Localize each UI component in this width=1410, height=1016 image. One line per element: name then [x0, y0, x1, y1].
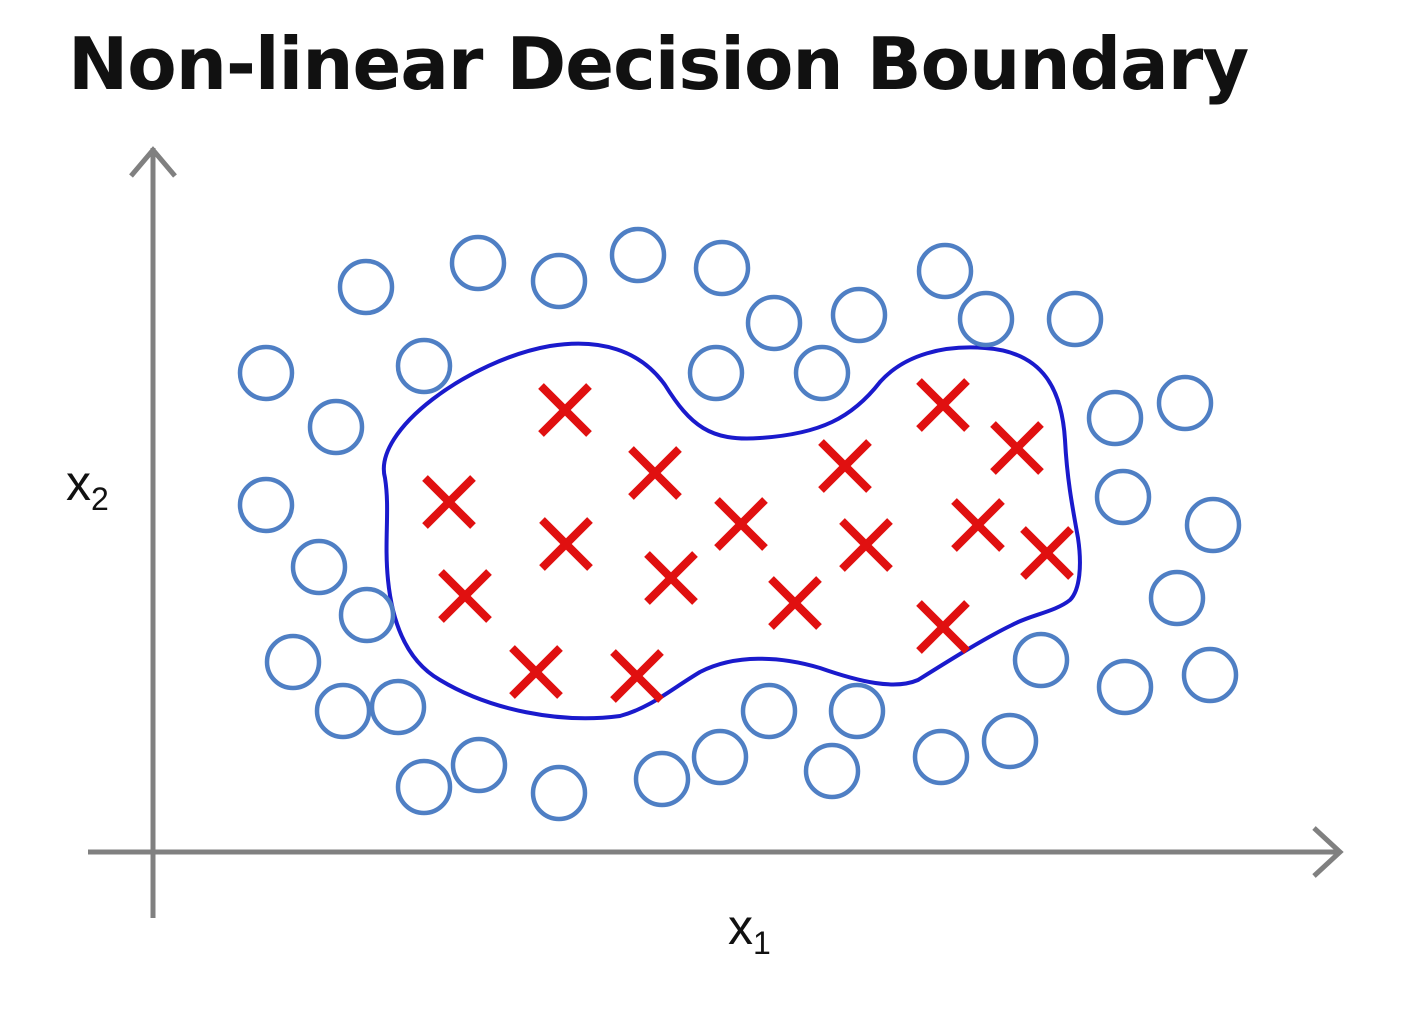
negative-marker-circle: [530, 252, 588, 310]
negative-marker-circle: [1096, 658, 1154, 716]
negative-marker-circle: [957, 290, 1015, 348]
x-axis-arrowhead: [1312, 826, 1344, 878]
decision-boundary-curve: [381, 341, 1082, 721]
positive-marker-cross: [916, 600, 970, 654]
negative-marker-circle: [369, 678, 427, 736]
y-axis-label: x2: [66, 455, 109, 517]
negative-marker-circle: [237, 476, 295, 534]
negative-marker-circle: [530, 764, 588, 822]
positive-marker-cross: [438, 569, 492, 623]
negative-marker-circle: [1156, 374, 1214, 432]
positive-marker-cross: [768, 576, 822, 630]
negative-marker-circle: [1046, 290, 1104, 348]
positive-class-markers: [422, 378, 1074, 703]
negative-marker-circle: [1012, 631, 1070, 689]
negative-marker-circle: [916, 242, 974, 300]
negative-marker-circle: [793, 344, 851, 402]
axes: [88, 146, 1344, 918]
positive-marker-cross: [818, 439, 872, 493]
negative-marker-circle: [338, 586, 396, 644]
positive-marker-cross: [644, 551, 698, 605]
negative-marker-circle: [691, 728, 749, 786]
negative-marker-circle: [237, 344, 295, 402]
positive-marker-cross: [714, 497, 768, 551]
y-axis-arrowhead: [129, 146, 177, 178]
positive-marker-cross: [539, 517, 593, 571]
negative-marker-circle: [1094, 468, 1152, 526]
negative-marker-circle: [1148, 569, 1206, 627]
slide-title: Non-linear Decision Boundary: [68, 22, 1249, 106]
positive-marker-cross: [839, 518, 893, 572]
positive-marker-cross: [538, 383, 592, 437]
negative-marker-circle: [633, 750, 691, 808]
negative-marker-circle: [307, 398, 365, 456]
negative-marker-circle: [1181, 646, 1239, 704]
positive-marker-cross: [610, 649, 664, 703]
negative-marker-circle: [1086, 389, 1144, 447]
positive-marker-cross: [509, 645, 563, 699]
negative-marker-circle: [828, 682, 886, 740]
negative-marker-circle: [450, 736, 508, 794]
negative-marker-circle: [264, 633, 322, 691]
negative-marker-circle: [314, 682, 372, 740]
negative-marker-circle: [1184, 496, 1242, 554]
negative-marker-circle: [912, 728, 970, 786]
negative-marker-circle: [337, 258, 395, 316]
positive-marker-cross: [1020, 526, 1074, 580]
negative-marker-circle: [609, 226, 667, 284]
positive-marker-cross: [422, 475, 476, 529]
negative-marker-circle: [830, 286, 888, 344]
x-axis-label: x1: [728, 899, 771, 961]
positive-marker-cross: [990, 421, 1044, 475]
negative-marker-circle: [740, 682, 798, 740]
negative-marker-circle: [290, 538, 348, 596]
positive-marker-cross: [916, 378, 970, 432]
negative-marker-circle: [693, 239, 751, 297]
negative-marker-circle: [449, 234, 507, 292]
negative-marker-circle: [803, 742, 861, 800]
positive-marker-cross: [628, 446, 682, 500]
negative-marker-circle: [395, 337, 453, 395]
positive-marker-cross: [951, 498, 1005, 552]
negative-marker-circle: [687, 344, 745, 402]
negative-class-markers: [237, 226, 1242, 822]
negative-marker-circle: [981, 712, 1039, 770]
negative-marker-circle: [745, 294, 803, 352]
negative-marker-circle: [395, 758, 453, 816]
